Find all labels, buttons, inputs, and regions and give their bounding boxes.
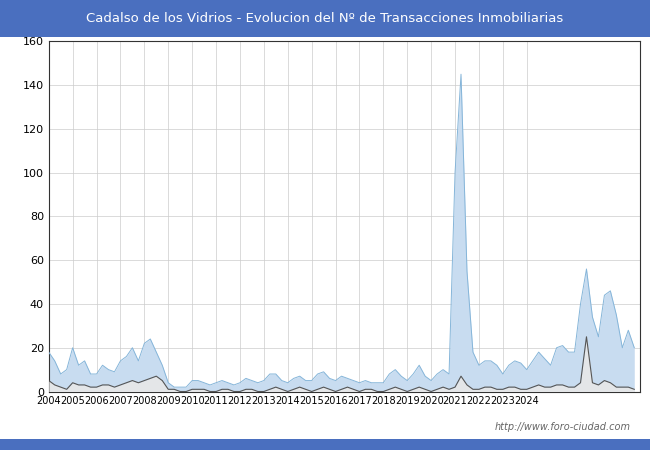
- Text: Cadalso de los Vidrios - Evolucion del Nº de Transacciones Inmobiliarias: Cadalso de los Vidrios - Evolucion del N…: [86, 12, 564, 25]
- Text: http://www.foro-ciudad.com: http://www.foro-ciudad.com: [495, 422, 630, 432]
